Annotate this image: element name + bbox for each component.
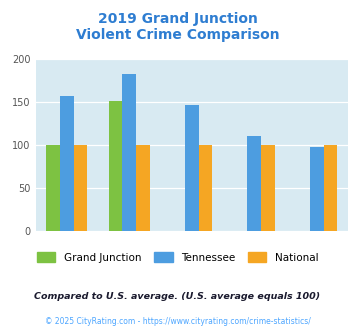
Bar [310, 147, 323, 231]
Bar [73, 145, 87, 231]
Text: © 2025 CityRating.com - https://www.cityrating.com/crime-statistics/: © 2025 CityRating.com - https://www.city… [45, 317, 310, 326]
Text: Violent Crime Comparison: Violent Crime Comparison [76, 28, 279, 42]
Bar [185, 105, 198, 231]
Bar [60, 96, 73, 231]
Bar [136, 145, 150, 231]
Text: 2019 Grand Junction: 2019 Grand Junction [98, 12, 257, 25]
Legend: Grand Junction, Tennessee, National: Grand Junction, Tennessee, National [33, 248, 322, 267]
Text: Compared to U.S. average. (U.S. average equals 100): Compared to U.S. average. (U.S. average … [34, 292, 321, 301]
Bar [198, 145, 212, 231]
Bar [323, 145, 337, 231]
Bar [109, 101, 122, 231]
Bar [261, 145, 275, 231]
Bar [122, 74, 136, 231]
Bar [46, 145, 60, 231]
Bar [247, 136, 261, 231]
